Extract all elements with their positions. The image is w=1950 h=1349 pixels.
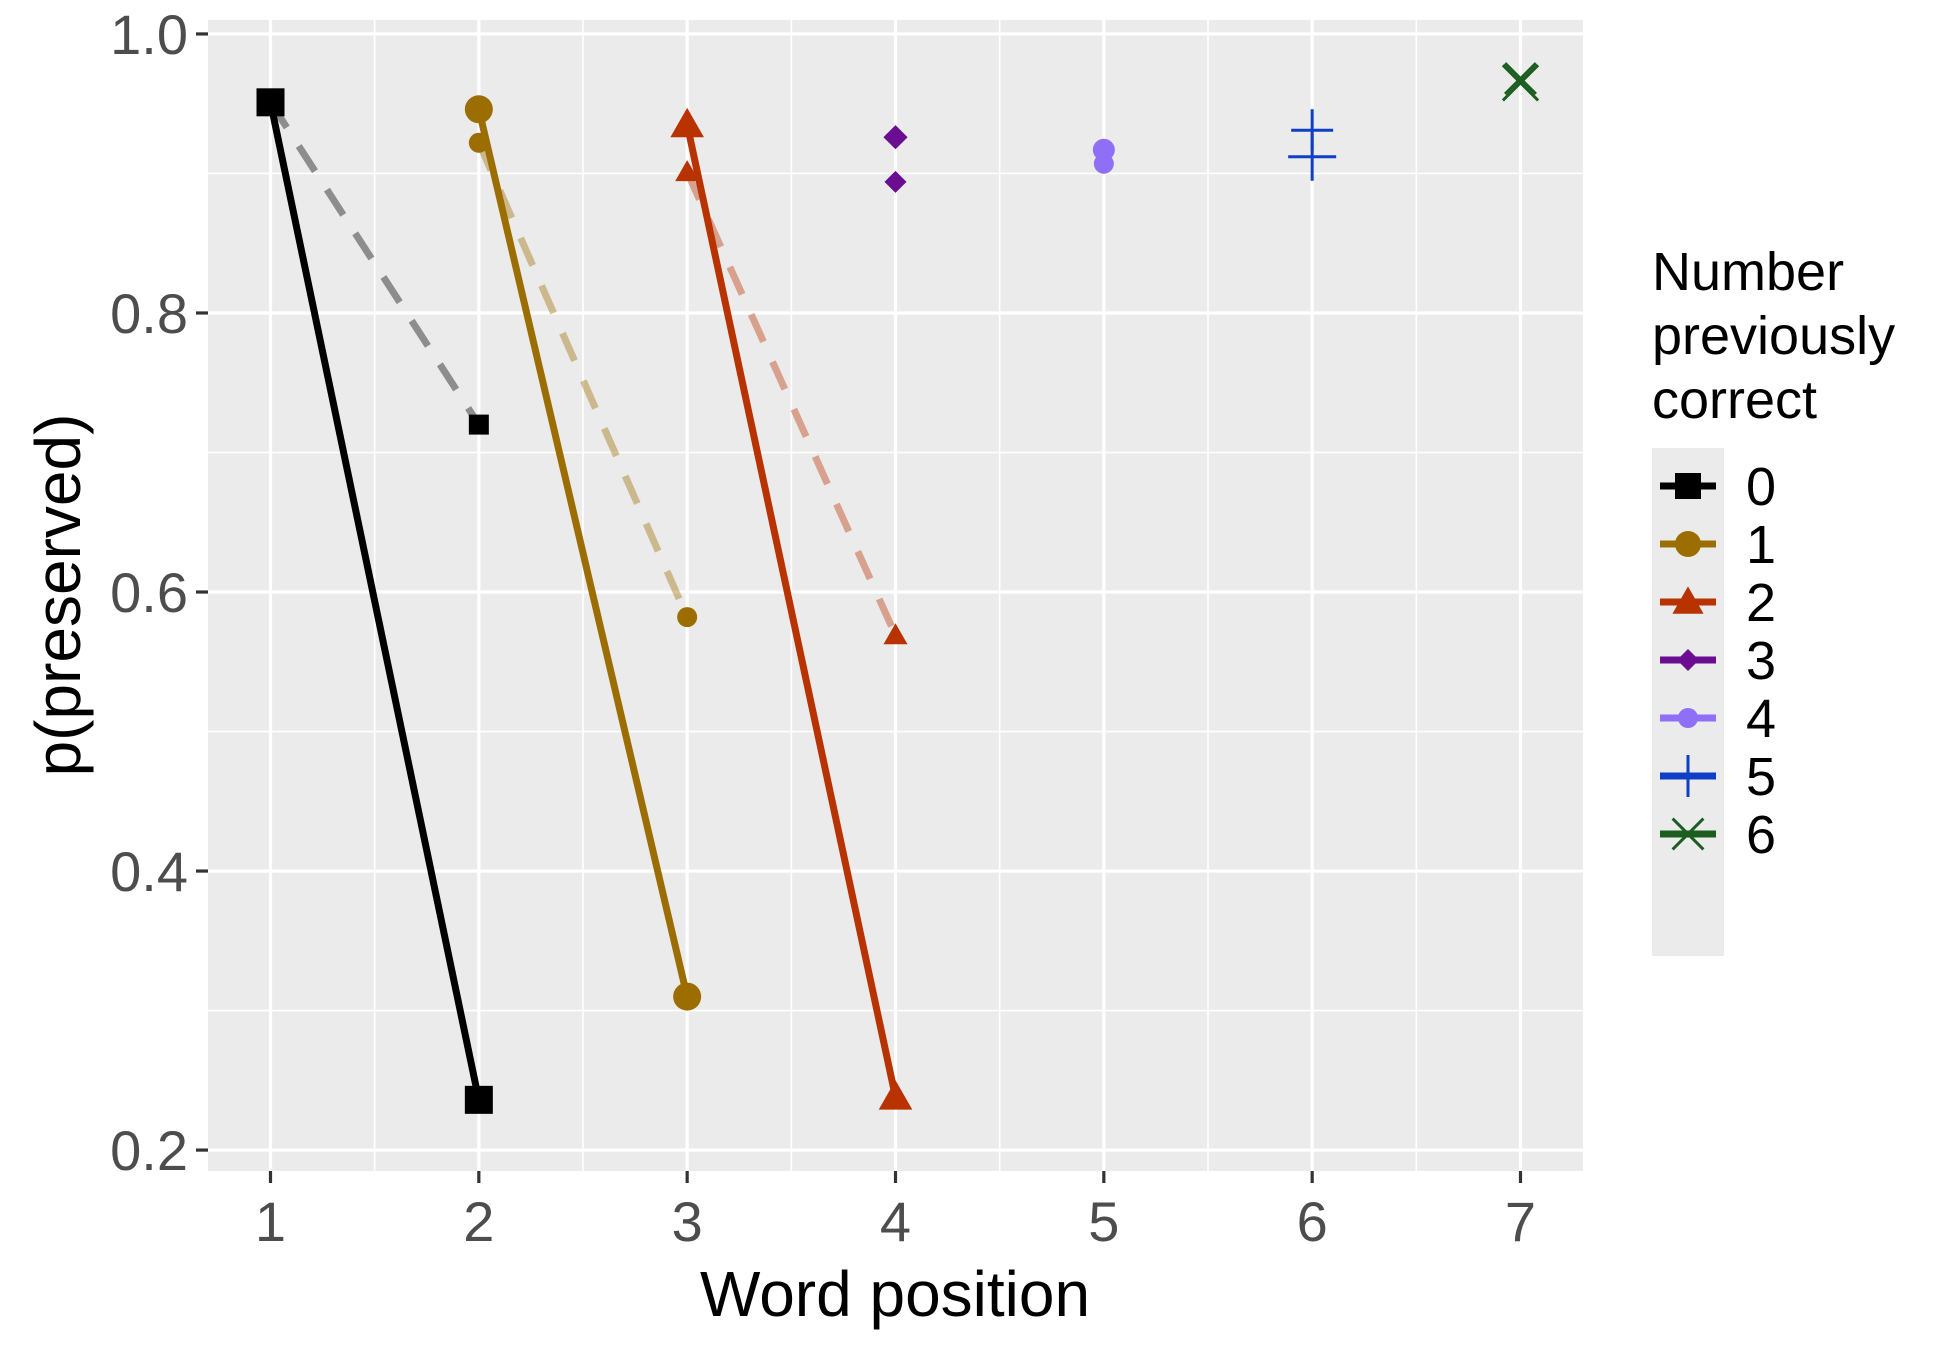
x-axis-title: Word position [700,1258,1090,1330]
series-4-solid-point [1092,138,1115,161]
legend-label-2: 2 [1746,573,1776,633]
series-0-solid-point [464,1085,493,1114]
legend-keys-background [1652,448,1724,956]
y-tick-label: 0.6 [110,561,188,624]
y-tick-labels: 0.2 0.4 0.6 0.8 1.0 [110,3,188,1182]
series-1-solid-line [475,108,691,998]
series-3-dashed-point [884,170,907,193]
legend-title-line-3: correct [1652,370,1817,430]
series-2-dashed-line [683,170,899,637]
x-tick-label: 7 [1505,1190,1536,1253]
legend-label-0: 0 [1746,457,1776,517]
series-0-dashed-line [267,100,482,427]
series-2-solid-line [683,123,899,1098]
series-5-solid-point [1288,132,1337,181]
y-tick-label: 0.4 [110,840,188,903]
axis-ticks [196,32,1523,1183]
series-2-dashed-point [675,160,700,182]
y-tick-label: 1.0 [110,3,188,66]
legend-key-marker-0 [1675,473,1701,499]
legend-title-line-2: previously [1652,306,1895,366]
x-tick-label: 4 [880,1190,911,1253]
series-0-solid-point [256,88,285,117]
legend-label-1: 1 [1746,515,1776,575]
y-tick-label: 0.8 [110,282,188,345]
x-tick-label: 5 [1088,1190,1119,1253]
legend-key-marker-1 [1675,531,1701,557]
dashed-lines [267,100,899,637]
legend-key-marker-3 [1677,649,1699,671]
legend-key-marker-6 [1671,817,1705,851]
series-3-solid-point [883,125,908,150]
series-0-solid-line [267,101,483,1101]
legend-key-marker-2 [1672,586,1704,614]
legend-label-6: 6 [1746,805,1776,865]
y-tick-label: 0.2 [110,1119,188,1182]
series-1-dashed-point [677,607,698,628]
grid-major [208,20,1583,1171]
series-1-dashed-line [475,141,691,619]
legend-label-4: 4 [1746,689,1776,749]
legend-key-marker-5 [1667,755,1709,797]
series-1-dashed-point [468,132,489,153]
series-6-solid-point [1501,64,1540,102]
series-6-dashed-point [1504,62,1537,96]
x-tick-label: 2 [463,1190,494,1253]
x-tick-label: 3 [672,1190,703,1253]
legend-label-3: 3 [1746,631,1776,691]
series-2-solid-point [878,1080,913,1110]
x-tick-label: 1 [255,1190,286,1253]
x-tick-labels: 1 2 3 4 5 6 7 [255,1190,1536,1253]
series-0-dashed-point [468,414,489,435]
series-1-solid-point [464,95,493,124]
series-1-solid-point [673,982,702,1011]
y-axis-title: p(preserved) [22,414,94,777]
legend-title-line-1: Number [1652,242,1844,302]
legend-label-5: 5 [1746,747,1776,807]
x-tick-label: 6 [1297,1190,1328,1253]
series-2-solid-point [670,107,704,138]
data-points [256,62,1540,1114]
legend-key-marker-4 [1678,708,1698,728]
series-2-dashed-point [883,623,908,645]
solid-lines [267,101,899,1101]
